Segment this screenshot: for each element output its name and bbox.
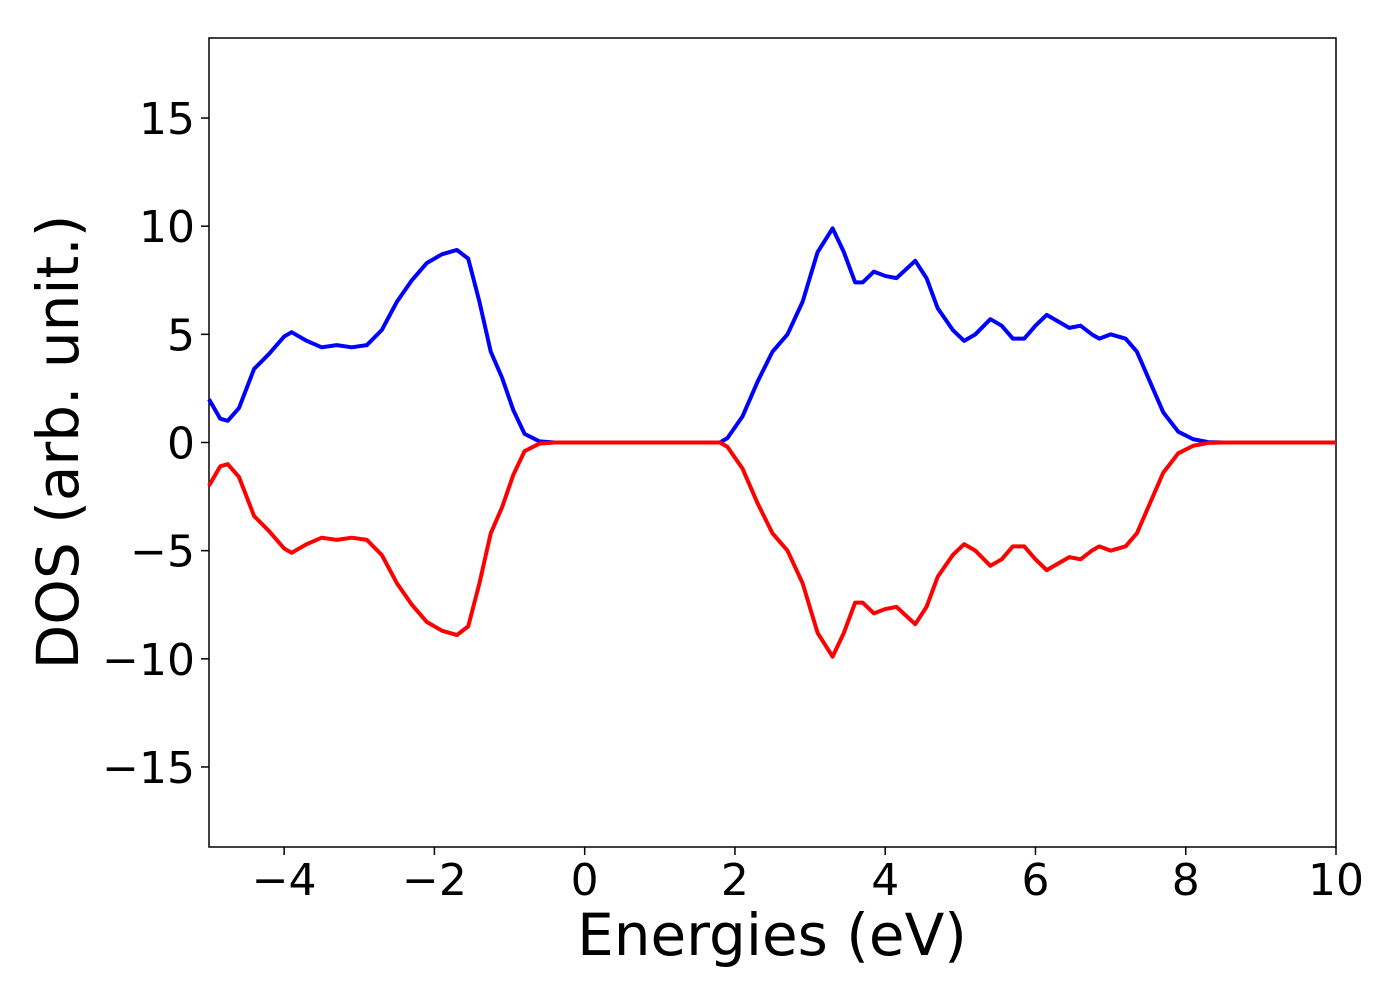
line-series bbox=[207, 440, 1336, 659]
y-tick-label: −10 bbox=[102, 635, 195, 686]
x-tick-label: −2 bbox=[402, 855, 467, 906]
x-axis-label: Energies (eV) bbox=[577, 901, 967, 969]
y-tick-label: 15 bbox=[139, 94, 195, 145]
plot-frame bbox=[208, 37, 1337, 848]
line-series bbox=[207, 226, 1336, 445]
y-tick-label: −5 bbox=[130, 527, 195, 578]
x-tick-label: −4 bbox=[252, 855, 317, 906]
x-tick-label: 8 bbox=[1172, 855, 1200, 906]
y-tick-label: 10 bbox=[139, 202, 195, 253]
y-tick-label: 5 bbox=[167, 310, 195, 361]
y-tick-label: −15 bbox=[102, 743, 195, 794]
x-tick-label: 2 bbox=[721, 855, 749, 906]
x-tick-label: 10 bbox=[1308, 855, 1364, 906]
y-tick-label: 0 bbox=[167, 419, 195, 470]
y-axis-label: DOS (arb. unit.) bbox=[24, 215, 92, 670]
x-tick-label: 6 bbox=[1021, 855, 1049, 906]
x-tick-label: 0 bbox=[571, 855, 599, 906]
x-tick-label: 4 bbox=[871, 855, 899, 906]
